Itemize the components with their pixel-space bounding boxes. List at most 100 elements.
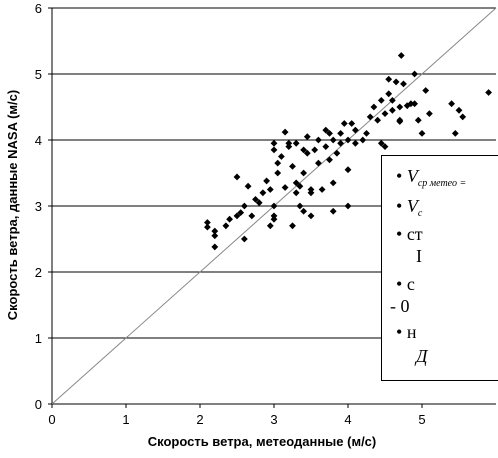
data-point (281, 128, 289, 136)
legend-box: • Vср метео = • Vс • ст I • с - 0 • н Д (381, 155, 498, 381)
data-point (344, 202, 352, 210)
data-point (344, 166, 352, 174)
data-point (266, 186, 274, 193)
data-point (278, 153, 285, 160)
data-point (266, 222, 274, 230)
data-point (348, 120, 356, 127)
x-axis-title: Скорость ветра, метеоданные (м/с) (148, 434, 377, 449)
data-point (455, 106, 463, 114)
data-point (322, 143, 330, 150)
data-point (274, 159, 282, 167)
data-point (226, 215, 233, 223)
x-tick-label: 3 (270, 412, 277, 427)
data-point (359, 136, 367, 144)
data-point (289, 163, 296, 170)
data-point (296, 202, 304, 210)
y-tick-label: 4 (35, 133, 42, 148)
data-point (363, 130, 370, 137)
data-point (337, 139, 344, 147)
data-point (263, 177, 270, 185)
data-point (252, 196, 259, 203)
data-point (418, 130, 426, 137)
data-point (270, 139, 278, 147)
y-tick-label: 2 (35, 265, 42, 280)
data-point (385, 90, 393, 98)
data-point (248, 212, 256, 220)
data-point (211, 243, 219, 251)
data-point (370, 103, 378, 111)
legend-item-1: • Vср метео = (396, 166, 467, 189)
data-point (352, 139, 359, 147)
data-point (270, 146, 278, 154)
data-point (303, 133, 311, 141)
data-point (485, 89, 492, 96)
data-point (311, 146, 319, 154)
data-point (396, 103, 404, 111)
y-tick-labels: 0 1 2 3 4 5 6 (35, 1, 52, 412)
data-point (241, 202, 248, 210)
data-point (270, 215, 278, 223)
data-point (281, 184, 289, 191)
data-point (422, 87, 430, 94)
data-point (296, 182, 304, 190)
x-tick-label: 5 (418, 412, 425, 427)
data-point (333, 149, 341, 157)
data-point (377, 97, 385, 104)
data-point (352, 126, 359, 134)
data-point (244, 182, 252, 190)
data-point (233, 212, 241, 220)
data-point (385, 75, 393, 83)
legend-item-3-cont: I (416, 246, 422, 266)
data-point (292, 179, 300, 187)
y-axis-title: Скорость ветра, данные NASA (м/с) (5, 90, 20, 320)
x-tick-labels: 0 1 2 3 4 5 (48, 404, 426, 427)
x-tick-label: 0 (48, 412, 55, 427)
x-tick-label: 2 (196, 412, 203, 427)
x-tick-label: 1 (122, 412, 129, 427)
data-point (407, 100, 415, 108)
y-tick-label: 5 (35, 67, 42, 82)
data-point (322, 126, 330, 134)
data-point (329, 136, 337, 144)
data-point (389, 97, 396, 104)
data-point (326, 156, 333, 164)
plot-area: 0 1 2 3 4 5 0 1 2 3 4 5 6 (35, 1, 497, 427)
data-point (307, 212, 315, 220)
data-point (237, 209, 245, 216)
data-point (292, 139, 300, 147)
y-tick-label: 0 (35, 397, 42, 412)
data-point (315, 136, 322, 144)
data-point (315, 159, 322, 167)
data-point (381, 143, 389, 150)
data-point (222, 222, 230, 230)
data-point (233, 173, 241, 181)
data-point (211, 232, 219, 240)
data-point (374, 116, 381, 124)
data-point (459, 113, 467, 121)
data-point (285, 143, 293, 150)
data-point (411, 70, 418, 78)
data-point (303, 149, 311, 157)
data-point (204, 223, 211, 231)
data-point (204, 219, 211, 226)
data-point (211, 227, 219, 235)
data-point (274, 169, 282, 177)
y-tick-label: 6 (35, 1, 42, 16)
data-point (259, 189, 267, 197)
data-point (300, 146, 307, 154)
data-points (204, 52, 492, 251)
data-point (411, 100, 418, 108)
data-point (326, 130, 333, 137)
data-point (329, 207, 337, 215)
data-point (381, 110, 389, 117)
legend-item-2: • Vс (396, 196, 423, 219)
x-tick-label: 4 (344, 412, 351, 427)
data-point (451, 130, 459, 137)
legend-item-5-cont: Д (416, 346, 428, 366)
legend-item-3: • ст (396, 224, 423, 244)
data-point (329, 179, 337, 187)
data-point (366, 113, 374, 121)
legend-item-4-cont: - 0 (390, 296, 410, 316)
y-tick-label: 1 (35, 331, 42, 346)
data-point (241, 235, 248, 243)
